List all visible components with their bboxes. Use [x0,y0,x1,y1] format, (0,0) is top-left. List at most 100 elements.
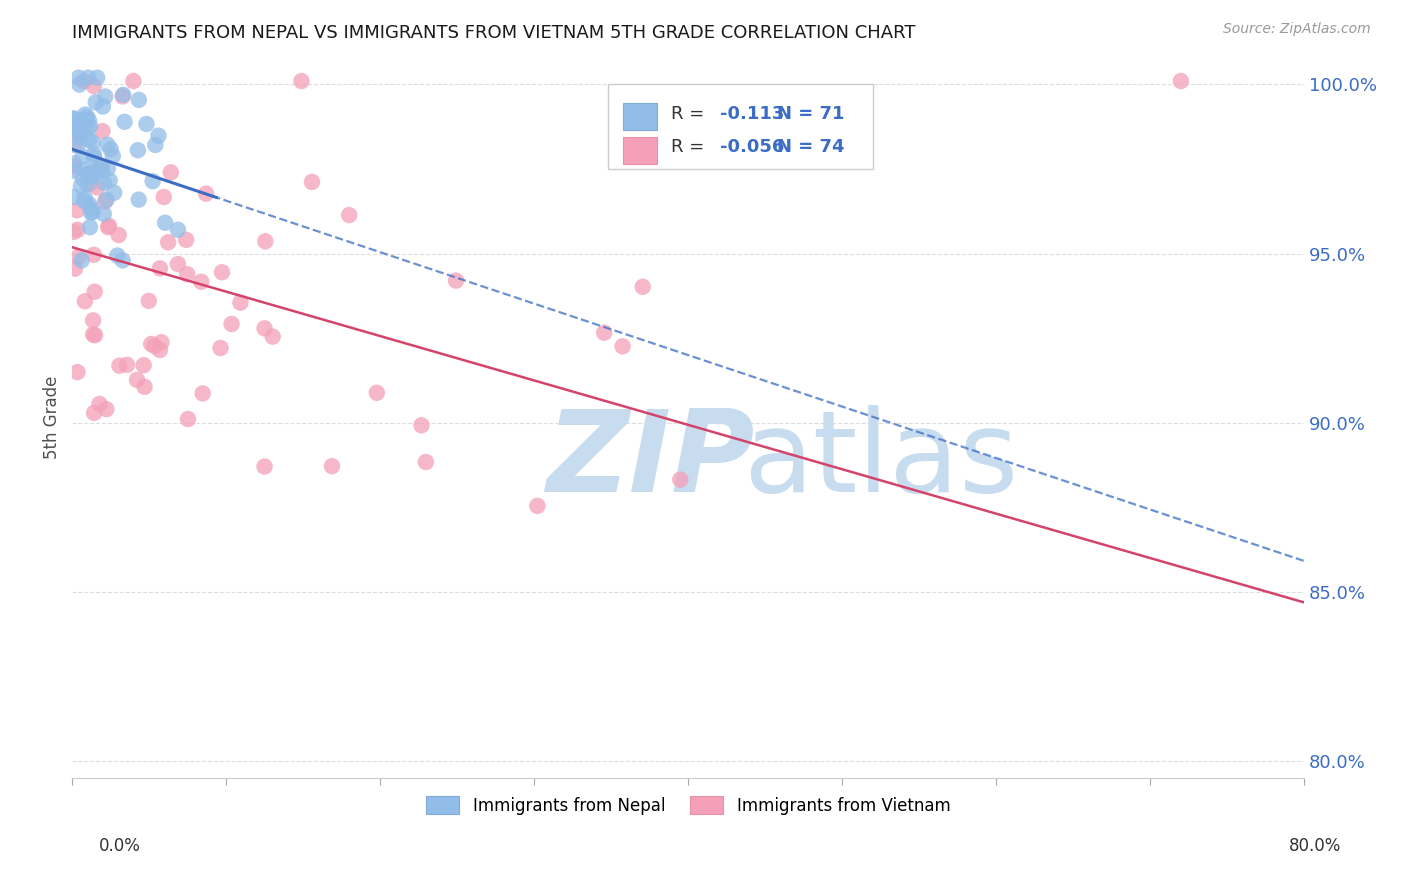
Point [66,365,89,379]
Point [82,327,104,342]
Point [62,118,84,132]
Point [411,418,433,433]
Point [83,406,105,420]
Point [148,128,170,143]
Text: -0.113: -0.113 [720,104,785,122]
Point [73,294,96,309]
Point [290,74,312,88]
Point [63,137,86,152]
Point [80,167,103,181]
Point [83,147,105,161]
Point [105,249,128,263]
Point [67,70,90,85]
Point [86,180,108,194]
Point [73,191,96,205]
Point [415,455,437,469]
Point [526,499,548,513]
Text: 80.0%: 80.0% [1288,837,1341,855]
Point [83,248,105,262]
Point [337,208,360,222]
Point [79,166,101,180]
Point [135,117,157,131]
Point [141,337,163,351]
Text: R =: R = [671,104,710,122]
Point [128,193,150,207]
Point [111,89,134,103]
Point [143,138,166,153]
Point [152,190,174,204]
Point [631,279,654,293]
Point [63,261,86,276]
Point [132,358,155,372]
Point [75,107,97,121]
Point [66,138,89,153]
Point [174,233,197,247]
Point [444,274,467,288]
Point [66,203,89,218]
Point [76,167,98,181]
Point [93,176,115,190]
Point [97,161,120,176]
Point [86,163,108,178]
Point [84,328,107,343]
Point [62,225,84,239]
Point [79,120,101,134]
Point [76,178,98,192]
Point [67,125,90,139]
Point [91,124,114,138]
Point [80,205,103,219]
Point [125,373,148,387]
Point [128,93,150,107]
Point [73,74,96,88]
Point [83,285,105,299]
Point [195,186,218,201]
Point [69,130,91,145]
Text: atlas: atlas [744,405,1019,516]
Text: IMMIGRANTS FROM NEPAL VS IMMIGRANTS FROM VIETNAM 5TH GRADE CORRELATION CHART: IMMIGRANTS FROM NEPAL VS IMMIGRANTS FROM… [72,24,915,42]
Point [167,223,190,237]
Point [89,159,111,173]
Point [83,79,105,94]
Point [89,397,111,411]
Point [176,267,198,281]
Point [76,110,98,124]
Text: 0.0%: 0.0% [98,837,141,855]
Point [143,339,166,353]
Point [91,99,114,113]
Point [72,150,94,164]
Legend: Immigrants from Nepal, Immigrants from Vietnam: Immigrants from Nepal, Immigrants from V… [419,789,957,822]
Point [593,326,616,340]
Text: -0.056: -0.056 [720,138,785,156]
Point [211,265,233,279]
Point [62,160,84,174]
Point [70,125,93,139]
Point [115,358,138,372]
Point [93,207,115,221]
Point [76,122,98,136]
Point [366,385,388,400]
Point [167,257,190,271]
Point [97,219,120,233]
Text: N = 74: N = 74 [778,138,845,156]
Point [96,402,118,417]
Point [69,78,91,92]
Point [100,142,122,156]
Point [90,163,112,178]
Point [62,112,84,127]
Point [77,197,100,211]
Point [669,473,692,487]
Point [190,275,212,289]
Point [82,205,104,219]
Point [253,459,276,474]
Point [150,335,173,350]
Point [254,235,277,249]
Point [90,160,112,174]
Text: ZIP: ZIP [547,405,755,516]
Point [75,112,97,127]
Point [107,228,129,243]
Point [83,151,105,165]
Point [97,220,120,235]
Point [253,321,276,335]
Point [108,359,131,373]
Point [77,113,100,128]
